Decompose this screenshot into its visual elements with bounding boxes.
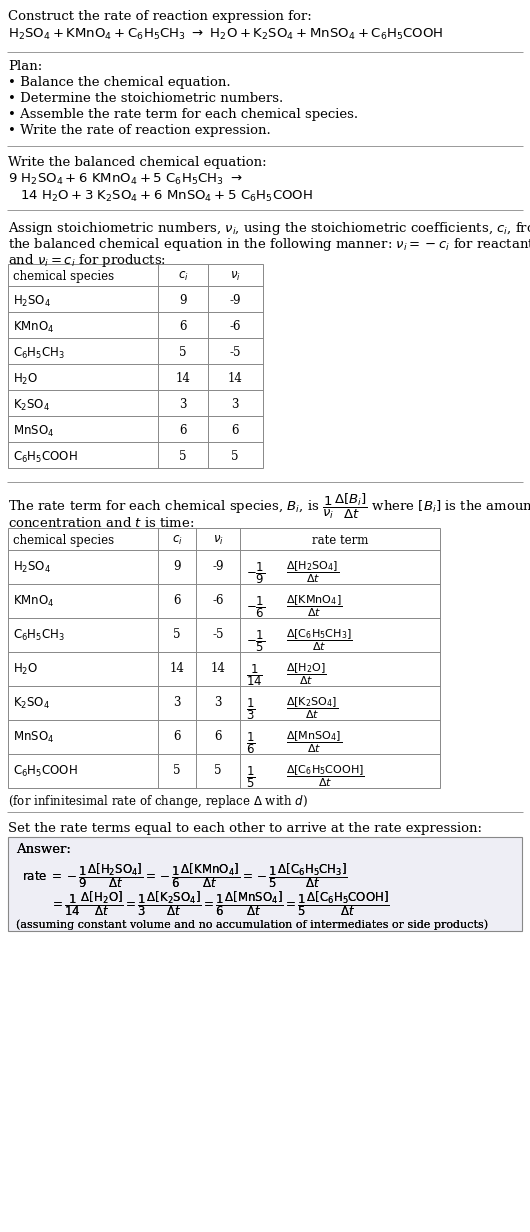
Text: rate $= -\dfrac{1}{9}\dfrac{\Delta[\mathrm{H_2SO_4}]}{\Delta t}= -\dfrac{1}{6}\d: rate $= -\dfrac{1}{9}\dfrac{\Delta[\math… (22, 861, 348, 890)
Text: (assuming constant volume and no accumulation of intermediates or side products): (assuming constant volume and no accumul… (16, 919, 488, 930)
Text: $\dfrac{\Delta[\mathrm{C_6H_5CH_3}]}{\Delta t}$: $\dfrac{\Delta[\mathrm{C_6H_5CH_3}]}{\De… (286, 628, 352, 653)
Text: 6: 6 (173, 594, 181, 607)
Text: concentration and $t$ is time:: concentration and $t$ is time: (8, 516, 195, 530)
Text: 6: 6 (179, 320, 187, 333)
Text: $c_i$: $c_i$ (172, 533, 182, 547)
Text: 6: 6 (214, 731, 222, 743)
Text: 3: 3 (173, 696, 181, 708)
Text: 3: 3 (231, 398, 239, 411)
Text: 5: 5 (214, 764, 222, 777)
Text: Plan:: Plan: (8, 60, 42, 73)
Text: -5: -5 (212, 628, 224, 641)
Text: 6: 6 (173, 731, 181, 743)
Text: $\dfrac{1}{14}$: $\dfrac{1}{14}$ (246, 662, 263, 687)
Text: 3: 3 (214, 696, 222, 708)
Text: $= \dfrac{1}{14}\dfrac{\Delta[\mathrm{H_2O}]}{\Delta t}= \dfrac{1}{3}\dfrac{\Del: $= \dfrac{1}{14}\dfrac{\Delta[\mathrm{H_… (50, 890, 390, 918)
Text: $\dfrac{1}{6}$: $\dfrac{1}{6}$ (246, 731, 255, 755)
Text: Construct the rate of reaction expression for:: Construct the rate of reaction expressio… (8, 10, 312, 23)
Text: 6: 6 (179, 424, 187, 437)
Text: $\mathrm{H_2SO_4}$: $\mathrm{H_2SO_4}$ (13, 294, 51, 309)
Text: -5: -5 (229, 346, 241, 359)
Text: $\mathrm{H_2SO_4 + KMnO_4 + C_6H_5CH_3}$$\mathrm{\ \rightarrow\ H_2O + K_2SO_4 +: $\mathrm{H_2SO_4 + KMnO_4 + C_6H_5CH_3}$… (8, 27, 444, 42)
Text: 5: 5 (179, 346, 187, 359)
Text: • Balance the chemical equation.: • Balance the chemical equation. (8, 76, 231, 89)
Bar (8, 264, 263, 468)
Text: $\mathrm{K_2SO_4}$: $\mathrm{K_2SO_4}$ (13, 696, 50, 711)
Text: rate $= -\dfrac{1}{9}\dfrac{\Delta[\mathrm{H_2SO_4}]}{\Delta t}= -\dfrac{1}{6}\d: rate $= -\dfrac{1}{9}\dfrac{\Delta[\math… (22, 861, 348, 890)
Text: $\mathrm{MnSO_4}$: $\mathrm{MnSO_4}$ (13, 424, 54, 439)
Text: $\dfrac{1}{3}$: $\dfrac{1}{3}$ (246, 696, 255, 722)
Text: Answer:: Answer: (16, 843, 71, 856)
Text: $\mathrm{H_2SO_4}$: $\mathrm{H_2SO_4}$ (13, 561, 51, 575)
Text: 14: 14 (170, 662, 184, 675)
Text: Answer:: Answer: (16, 843, 71, 856)
Text: 5: 5 (173, 764, 181, 777)
Text: chemical species: chemical species (13, 270, 114, 283)
Text: • Assemble the rate term for each chemical species.: • Assemble the rate term for each chemic… (8, 108, 358, 121)
Text: 9: 9 (173, 561, 181, 573)
Text: $\dfrac{\Delta[\mathrm{K_2SO_4}]}{\Delta t}$: $\dfrac{\Delta[\mathrm{K_2SO_4}]}{\Delta… (286, 696, 338, 722)
Bar (8, 529, 440, 788)
FancyBboxPatch shape (8, 837, 522, 931)
Text: (assuming constant volume and no accumulation of intermediates or side products): (assuming constant volume and no accumul… (16, 919, 488, 930)
Text: 14: 14 (227, 372, 242, 384)
Text: 5: 5 (231, 450, 239, 463)
Text: $\mathrm{MnSO_4}$: $\mathrm{MnSO_4}$ (13, 731, 54, 745)
Text: 3: 3 (179, 398, 187, 411)
Text: Set the rate terms equal to each other to arrive at the rate expression:: Set the rate terms equal to each other t… (8, 822, 482, 835)
Text: 6: 6 (231, 424, 239, 437)
Text: and $\nu_i = c_i$ for products:: and $\nu_i = c_i$ for products: (8, 253, 166, 269)
Text: $\nu_i$: $\nu_i$ (213, 533, 224, 547)
Text: Write the balanced chemical equation:: Write the balanced chemical equation: (8, 156, 267, 169)
Text: $\mathrm{C_6H_5CH_3}$: $\mathrm{C_6H_5CH_3}$ (13, 628, 65, 643)
Text: chemical species: chemical species (13, 533, 114, 547)
Text: $\mathrm{KMnO_4}$: $\mathrm{KMnO_4}$ (13, 320, 55, 335)
Text: 14: 14 (175, 372, 190, 384)
Text: -9: -9 (212, 561, 224, 573)
Text: 9: 9 (179, 294, 187, 307)
Text: $\mathrm{C_6H_5COOH}$: $\mathrm{C_6H_5COOH}$ (13, 450, 78, 466)
Text: The rate term for each chemical species, $B_i$, is $\dfrac{1}{\nu_i}\dfrac{\Delt: The rate term for each chemical species,… (8, 492, 530, 521)
Text: $\mathrm{14\ H_2O + 3\ K_2SO_4 + 6\ MnSO_4 + 5\ C_6H_5COOH}$: $\mathrm{14\ H_2O + 3\ K_2SO_4 + 6\ MnSO… (20, 188, 313, 205)
Text: -6: -6 (229, 320, 241, 333)
Text: -9: -9 (229, 294, 241, 307)
Text: $\mathrm{9\ H_2SO_4 + 6\ KMnO_4 + 5\ C_6H_5CH_3\ \rightarrow}$: $\mathrm{9\ H_2SO_4 + 6\ KMnO_4 + 5\ C_6… (8, 172, 243, 187)
Text: -6: -6 (212, 594, 224, 607)
Text: $= \dfrac{1}{14}\dfrac{\Delta[\mathrm{H_2O}]}{\Delta t}= \dfrac{1}{3}\dfrac{\Del: $= \dfrac{1}{14}\dfrac{\Delta[\mathrm{H_… (50, 890, 390, 918)
Text: $\dfrac{\Delta[\mathrm{KMnO_4}]}{\Delta t}$: $\dfrac{\Delta[\mathrm{KMnO_4}]}{\Delta … (286, 594, 342, 620)
Text: $c_i$: $c_i$ (178, 270, 188, 283)
Text: $-\dfrac{1}{9}$: $-\dfrac{1}{9}$ (246, 561, 266, 585)
Text: $\nu_i$: $\nu_i$ (229, 270, 241, 283)
Text: 5: 5 (179, 450, 187, 463)
Text: • Determine the stoichiometric numbers.: • Determine the stoichiometric numbers. (8, 92, 283, 105)
Text: 5: 5 (173, 628, 181, 641)
Text: $\dfrac{\Delta[\mathrm{H_2SO_4}]}{\Delta t}$: $\dfrac{\Delta[\mathrm{H_2SO_4}]}{\Delta… (286, 561, 339, 585)
Text: $-\dfrac{1}{5}$: $-\dfrac{1}{5}$ (246, 628, 266, 654)
Text: $\mathrm{C_6H_5CH_3}$: $\mathrm{C_6H_5CH_3}$ (13, 346, 65, 361)
Text: rate term: rate term (312, 533, 368, 547)
Text: $\mathrm{KMnO_4}$: $\mathrm{KMnO_4}$ (13, 594, 55, 609)
Text: Assign stoichiometric numbers, $\nu_i$, using the stoichiometric coefficients, $: Assign stoichiometric numbers, $\nu_i$, … (8, 221, 530, 237)
Text: $\dfrac{\Delta[\mathrm{C_6H_5COOH}]}{\Delta t}$: $\dfrac{\Delta[\mathrm{C_6H_5COOH}]}{\De… (286, 764, 365, 790)
Text: $\dfrac{\Delta[\mathrm{MnSO_4}]}{\Delta t}$: $\dfrac{\Delta[\mathrm{MnSO_4}]}{\Delta … (286, 731, 342, 755)
Text: $\mathrm{C_6H_5COOH}$: $\mathrm{C_6H_5COOH}$ (13, 764, 78, 779)
Text: $\mathrm{H_2O}$: $\mathrm{H_2O}$ (13, 372, 38, 387)
Text: $\dfrac{1}{5}$: $\dfrac{1}{5}$ (246, 764, 255, 790)
Text: 14: 14 (210, 662, 225, 675)
Text: $\mathrm{H_2O}$: $\mathrm{H_2O}$ (13, 662, 38, 678)
Text: $-\dfrac{1}{6}$: $-\dfrac{1}{6}$ (246, 594, 266, 620)
Text: $\mathrm{K_2SO_4}$: $\mathrm{K_2SO_4}$ (13, 398, 50, 413)
Text: $\dfrac{\Delta[\mathrm{H_2O}]}{\Delta t}$: $\dfrac{\Delta[\mathrm{H_2O}]}{\Delta t}… (286, 662, 327, 687)
Text: (for infinitesimal rate of change, replace $\Delta$ with $d$): (for infinitesimal rate of change, repla… (8, 793, 308, 809)
Text: the balanced chemical equation in the following manner: $\nu_i = -c_i$ for react: the balanced chemical equation in the fo… (8, 237, 530, 253)
Text: • Write the rate of reaction expression.: • Write the rate of reaction expression. (8, 124, 271, 137)
